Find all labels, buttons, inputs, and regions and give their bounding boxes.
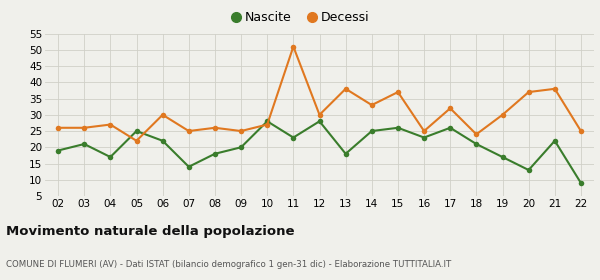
Decessi [551, 87, 559, 90]
Nascite [55, 149, 62, 152]
Decessi [368, 103, 376, 107]
Decessi [290, 45, 297, 48]
Decessi [80, 126, 88, 129]
Nascite [159, 139, 166, 143]
Nascite [316, 120, 323, 123]
Decessi [263, 123, 271, 126]
Nascite [577, 181, 584, 185]
Decessi [185, 129, 193, 133]
Decessi [211, 126, 218, 129]
Decessi [446, 107, 454, 110]
Nascite [133, 129, 140, 133]
Nascite [394, 126, 401, 129]
Text: COMUNE DI FLUMERI (AV) - Dati ISTAT (bilancio demografico 1 gen-31 dic) - Elabor: COMUNE DI FLUMERI (AV) - Dati ISTAT (bil… [6, 260, 451, 269]
Nascite [421, 136, 428, 139]
Nascite [551, 139, 559, 143]
Decessi [107, 123, 114, 126]
Decessi [577, 129, 584, 133]
Decessi [473, 133, 480, 136]
Decessi [421, 129, 428, 133]
Nascite [525, 168, 532, 172]
Line: Decessi: Decessi [55, 44, 584, 144]
Nascite [446, 126, 454, 129]
Nascite [263, 120, 271, 123]
Nascite [185, 165, 193, 169]
Decessi [499, 113, 506, 116]
Text: Movimento naturale della popolazione: Movimento naturale della popolazione [6, 225, 295, 238]
Nascite [368, 129, 376, 133]
Decessi [394, 90, 401, 94]
Nascite [80, 142, 88, 146]
Nascite [211, 152, 218, 155]
Line: Nascite: Nascite [55, 118, 584, 186]
Decessi [159, 113, 166, 116]
Decessi [133, 139, 140, 143]
Decessi [525, 90, 532, 94]
Decessi [238, 129, 245, 133]
Nascite [473, 142, 480, 146]
Nascite [107, 155, 114, 159]
Nascite [290, 136, 297, 139]
Decessi [316, 113, 323, 116]
Nascite [342, 152, 349, 155]
Decessi [342, 87, 349, 90]
Nascite [499, 155, 506, 159]
Legend: Nascite, Decessi: Nascite, Decessi [226, 6, 374, 29]
Nascite [238, 146, 245, 149]
Decessi [55, 126, 62, 129]
